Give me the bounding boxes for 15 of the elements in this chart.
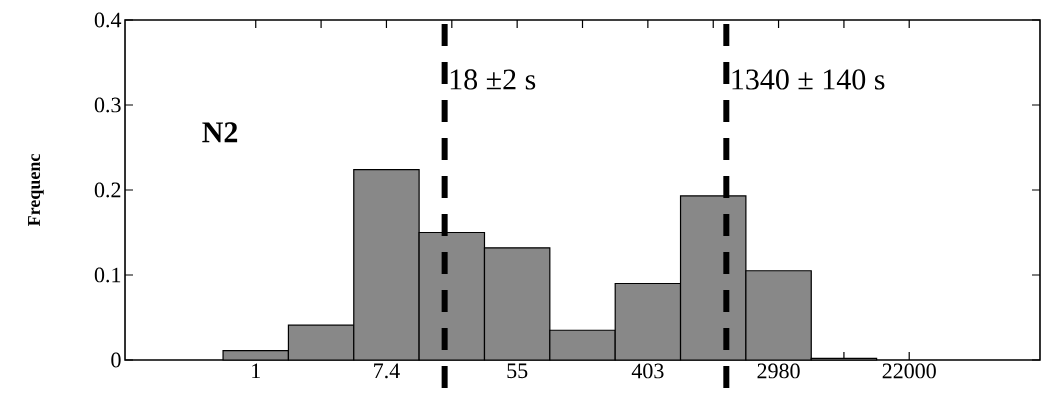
x-tick-label: 22000 (882, 363, 936, 379)
x-tick-label: 2980 (757, 363, 800, 379)
y-axis-title: Frequenc (28, 154, 44, 227)
y-tick-label: 0 (111, 352, 121, 368)
y-tick-label: 0.4 (94, 12, 122, 28)
x-tick-label: 403 (631, 363, 664, 379)
y-tick-label: 0.2 (94, 182, 121, 198)
annotation: N2 (202, 122, 238, 143)
y-tick-label: 0.3 (94, 97, 121, 113)
x-tick-label: 7.4 (374, 363, 400, 379)
ref-line-label: 18 ±2 s (450, 69, 536, 90)
ref-line-label: 1340 ± 140 s (732, 69, 885, 90)
x-tick-label: 55 (507, 363, 528, 379)
x-tick-label: 1 (252, 363, 260, 379)
y-tick-label: 0.1 (94, 267, 121, 283)
